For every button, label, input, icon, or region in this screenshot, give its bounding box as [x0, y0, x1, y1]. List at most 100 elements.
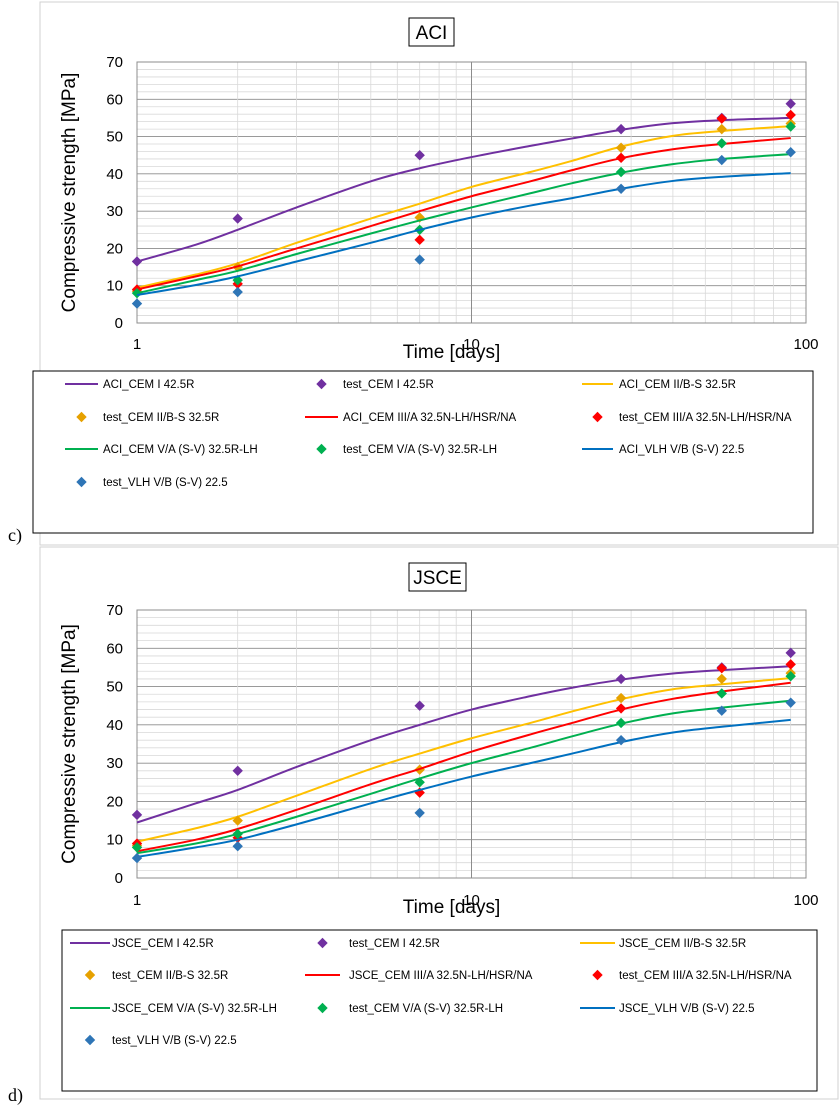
legend-marker-swatch	[316, 378, 327, 390]
data-point-marker	[131, 842, 143, 853]
data-point-marker	[131, 809, 143, 821]
series-group	[131, 647, 796, 864]
legend-label: JSCE_CEM III/A 32.5N-LH/HSR/NA	[349, 970, 533, 982]
data-point-marker	[232, 213, 243, 224]
legend-label: test_CEM III/A 32.5N-LH/HSR/NA	[619, 970, 792, 982]
data-point-marker	[615, 717, 627, 729]
data-point-marker	[414, 777, 425, 788]
y-tick-label: 50	[106, 129, 123, 146]
data-point-marker	[615, 183, 627, 194]
data-point-marker	[414, 254, 425, 265]
legend-marker-swatch	[84, 969, 96, 981]
legend-label: test_CEM II/B-S 32.5R	[103, 412, 219, 424]
legend-label: JSCE_CEM II/B-S 32.5R	[619, 938, 746, 950]
legend-label: test_VLH V/B (S-V) 22.5	[112, 1035, 237, 1047]
data-point-marker	[785, 647, 796, 659]
chart-title-box	[408, 17, 455, 47]
data-point-marker	[414, 700, 425, 711]
y-tick-label: 70	[106, 54, 123, 71]
y-tick-label: 0	[115, 315, 123, 332]
data-point-marker	[785, 697, 796, 708]
x-tick-label: 10	[463, 892, 480, 909]
legend-marker-swatch	[592, 411, 603, 423]
y-tick-label: 20	[106, 793, 123, 810]
data-point-marker	[785, 98, 796, 109]
legend-label: test_CEM II/B-S 32.5R	[112, 970, 228, 982]
legend-label: test_CEM V/A (S-V) 32.5R-LH	[343, 444, 497, 456]
data-point-marker	[131, 287, 143, 299]
data-point-marker	[716, 138, 727, 149]
x-tick-label: 100	[793, 336, 818, 353]
data-point-marker	[615, 703, 627, 714]
legend-label: JSCE_CEM V/A (S-V) 32.5R-LH	[112, 1003, 277, 1015]
chart-panel-jsce: 0 10 20 30 40 50 60 70 1 10 100 Compressive strengt…	[8, 546, 839, 1105]
data-point-marker	[716, 662, 727, 674]
legend-label: ACI_CEM II/B-S 32.5R	[619, 379, 736, 391]
data-point-marker	[716, 705, 727, 716]
legend-label: test_CEM V/A (S-V) 32.5R-LH	[349, 1003, 503, 1015]
data-point-marker	[232, 815, 243, 826]
y-tick-label: 30	[106, 203, 123, 220]
series-line	[136, 718, 791, 858]
legend-marker-swatch	[76, 476, 87, 488]
series-line	[136, 137, 791, 291]
data-point-marker	[615, 166, 627, 178]
y-axis-title: Compressive strength [MPa]	[59, 73, 80, 313]
y-tick-label: 50	[106, 679, 123, 696]
data-point-marker	[615, 152, 627, 164]
data-point-marker	[716, 688, 727, 699]
data-point-marker	[716, 123, 727, 135]
x-tick-label: 1	[133, 336, 141, 353]
y-tick-label: 0	[115, 870, 123, 887]
legend-label: JSCE_VLH V/B (S-V) 22.5	[619, 1003, 755, 1015]
data-point-marker	[615, 123, 627, 135]
y-tick-label: 20	[106, 240, 123, 257]
series-line	[136, 172, 791, 297]
legend-label: test_CEM III/A 32.5N-LH/HSR/NA	[619, 412, 792, 424]
data-point-marker	[615, 692, 627, 704]
data-point-marker	[232, 828, 243, 840]
data-point-marker	[716, 154, 727, 166]
series-line	[136, 665, 791, 824]
legend-box	[32, 370, 814, 534]
chart-title: ACI	[416, 23, 448, 44]
data-point-marker	[232, 765, 243, 776]
data-point-marker	[785, 671, 796, 682]
legend-marker-swatch	[76, 411, 87, 423]
legend-label: ACI_CEM III/A 32.5N-LH/HSR/NA	[343, 412, 517, 424]
data-point-marker	[131, 256, 143, 267]
legend-marker-swatch	[317, 937, 328, 949]
legend-label: test_CEM I 42.5R	[343, 379, 434, 391]
legend-label: ACI_VLH V/B (S-V) 22.5	[619, 444, 744, 456]
data-point-marker	[716, 113, 727, 124]
data-point-marker	[232, 841, 243, 852]
y-tick-label: 40	[106, 166, 123, 183]
legend-box	[61, 929, 818, 1092]
x-axis-title: Time [days]	[403, 342, 501, 363]
legend-label: ACI_CEM I 42.5R	[103, 379, 194, 391]
panel-label: c)	[8, 525, 22, 546]
data-point-marker	[131, 852, 143, 864]
y-tick-label: 10	[106, 278, 123, 295]
y-tick-label: 30	[106, 755, 123, 772]
x-tick-label: 10	[463, 336, 480, 353]
data-point-marker	[131, 298, 143, 309]
series-group	[131, 98, 796, 309]
legend: ACI_CEM I 42.5R test_CEM I 42.5R ACI_CEM I…	[32, 370, 814, 534]
legend-marker-swatch	[592, 969, 603, 981]
y-axis-title: Compressive strength [MPa]	[59, 624, 80, 864]
y-tick-label: 60	[106, 640, 123, 657]
data-point-marker	[414, 807, 425, 819]
data-point-marker	[414, 787, 425, 798]
chart-panel-aci: 0 10 20 30 40 50 60 70 1 10 100 Compressive strengt…	[8, 1, 839, 546]
legend-marker-swatch	[84, 1034, 96, 1046]
data-point-marker	[615, 142, 627, 153]
y-tick-label: 40	[106, 717, 123, 734]
x-axis-title: Time [days]	[403, 897, 501, 918]
legend-marker-swatch	[317, 1002, 328, 1014]
panel-label: d)	[8, 1085, 23, 1105]
data-point-marker	[615, 734, 627, 746]
data-point-marker	[785, 109, 796, 121]
data-point-marker	[232, 286, 243, 298]
